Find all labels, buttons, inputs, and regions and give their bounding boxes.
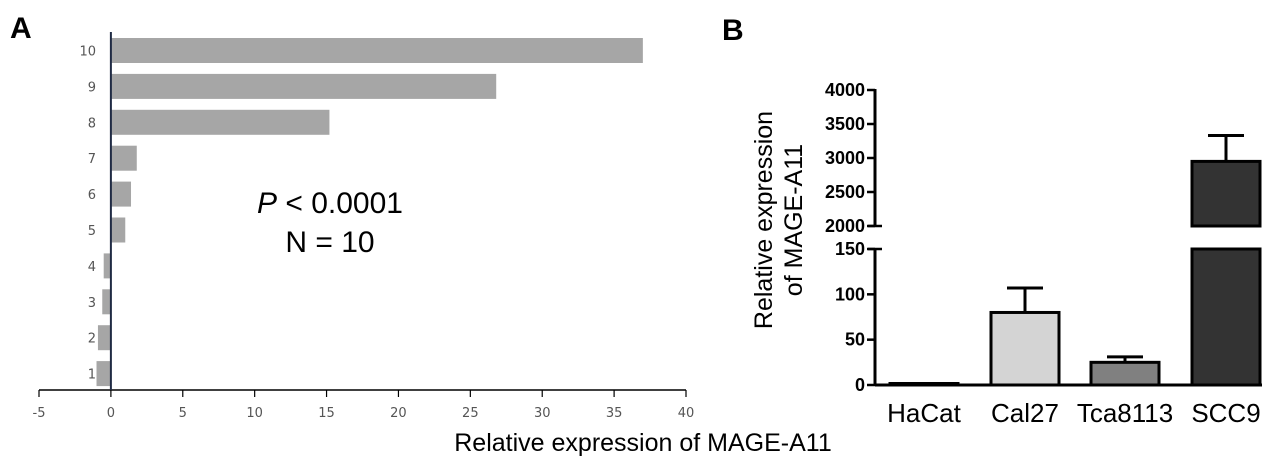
panel-a-bar [97, 325, 111, 351]
panel-a-category-label: 9 [88, 80, 96, 95]
panel-b-letter: B [722, 14, 744, 47]
panel-a-x-tick-label: 30 [534, 406, 551, 421]
panel-b-y-tick-label: 3000 [825, 148, 865, 168]
panel-b-chart: 2000 2500 3000 3500 4000 0 50 100 150 HaCat Cal27 T… [825, 80, 1262, 428]
panel-a-bar [110, 73, 497, 99]
panel-a-x-tick-label: -5 [33, 406, 46, 421]
panel-a-x-tick-label: 20 [390, 406, 407, 421]
panel-a-x-tick-label: 25 [462, 406, 479, 421]
panel-b-category-label: SCC9 [1191, 398, 1260, 428]
panel-a-category-label: 3 [88, 296, 96, 311]
panel-a-x-tick-label: 40 [678, 406, 695, 421]
panel-a-category-label: 8 [88, 116, 96, 131]
panel-a-x-tick-label: 10 [246, 406, 263, 421]
panel-b-y-tick-label: 4000 [825, 80, 865, 100]
panel-a-category-label: 2 [88, 332, 96, 347]
panel-a-category-label: 5 [88, 224, 96, 239]
panel-a-bar [110, 217, 126, 243]
p-value-annotation: P < 0.0001 [257, 187, 403, 220]
panel-b-bar [1190, 159, 1262, 228]
panel-a-bar [110, 181, 132, 207]
panel-a-category-label: 1 [88, 368, 96, 383]
panel-a-bar [110, 109, 330, 135]
panel-a-bar [96, 361, 111, 387]
panel-a-category-label: 7 [88, 152, 96, 167]
panel-a-x-tick-label: 15 [318, 406, 335, 421]
panel-a-category-label: 6 [88, 188, 96, 203]
panel-b-bar [989, 310, 1061, 387]
panel-a-x-tick-label: 0 [107, 406, 115, 421]
panel-a-chart: -5 0 5 10 15 20 25 30 35 40 1 2 3 4 5 6 7 8 9 10 [33, 32, 695, 421]
panel-a-x-tick-label: 5 [179, 406, 187, 421]
panel-b-bar [1190, 247, 1262, 387]
panel-b-bar [888, 382, 960, 387]
sample-size-annotation: N = 10 [285, 226, 374, 259]
panel-b-y-tick-label: 100 [835, 284, 865, 304]
panel-b-y-tick-label: 2000 [825, 216, 865, 236]
panel-a-x-axis-title: Relative expression of MAGE-A11 [454, 429, 831, 457]
panel-a-letter: A [10, 12, 32, 45]
panel-a-bar [103, 253, 111, 279]
panel-b-y-axis-title-line2: of MAGE-A11 [780, 144, 808, 296]
panel-a-x-tick-label: 35 [606, 406, 623, 421]
panel-b-category-label: HaCat [887, 398, 961, 428]
panel-a-category-label: 4 [88, 260, 96, 275]
p-value-letter: P [257, 187, 277, 220]
panel-a-bar [110, 145, 137, 171]
panel-b-y-tick-label: 0 [855, 375, 865, 395]
panel-b-y-axis-title: Relative expression of MAGE-A11 [750, 111, 808, 329]
panel-b-y-tick-label: 2500 [825, 182, 865, 202]
panel-b-y-tick-label: 50 [845, 330, 865, 350]
panel-b-category-label: Tca8113 [1077, 398, 1173, 428]
panel-b-bar [1089, 360, 1161, 387]
panel-a-category-label: 10 [79, 45, 96, 60]
panel-b-y-tick-label: 150 [835, 239, 865, 259]
panel-b-y-tick-label: 3500 [825, 114, 865, 134]
p-value-text: < 0.0001 [277, 187, 403, 220]
panel-b-y-axis-title-line1: Relative expression [750, 111, 778, 329]
panel-a-bar [102, 289, 111, 315]
panel-b-category-label: Cal27 [991, 398, 1059, 428]
panel-a-bar [110, 38, 643, 63]
